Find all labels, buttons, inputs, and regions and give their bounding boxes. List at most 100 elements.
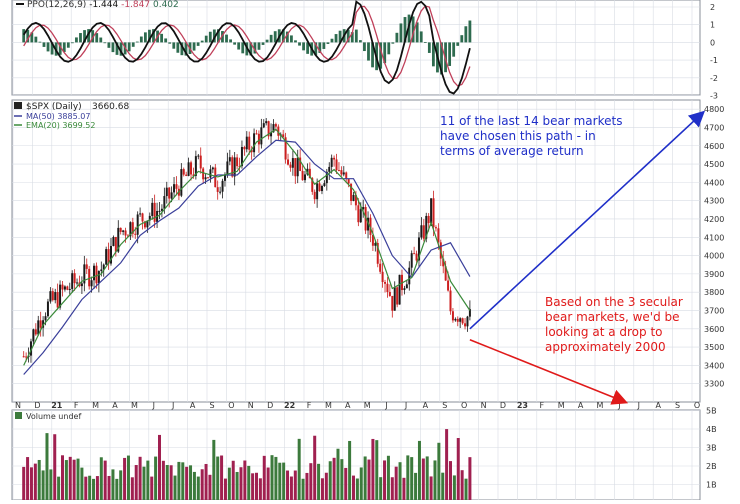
ppo-hist-bar bbox=[338, 30, 342, 43]
volume-bar bbox=[169, 465, 173, 500]
volume-bar bbox=[185, 466, 189, 500]
candle-body bbox=[330, 157, 333, 167]
volume-bar bbox=[270, 455, 274, 500]
bull-projection-arrow bbox=[469, 110, 706, 330]
ppo-hist-bar bbox=[200, 40, 204, 43]
candle-body bbox=[376, 242, 379, 264]
volume-bar bbox=[344, 467, 348, 500]
candle-body bbox=[311, 178, 314, 192]
candle-body bbox=[350, 183, 353, 201]
candle-body bbox=[434, 227, 437, 229]
ppo-hist-bar bbox=[383, 42, 387, 64]
volume-bar bbox=[212, 439, 216, 500]
candle-body bbox=[136, 214, 139, 235]
ppo-hist-bar bbox=[269, 34, 273, 43]
ppo-legend: PPO(12,26,9) -1.444 -1.847 0.402 bbox=[16, 0, 179, 10]
volume-bar bbox=[274, 456, 278, 500]
candle-body bbox=[352, 194, 355, 201]
x-tick-label: A bbox=[578, 401, 584, 410]
volume-bar bbox=[445, 429, 449, 500]
ppo-hist-bar bbox=[217, 29, 220, 43]
ppo-hist-bar bbox=[196, 42, 200, 46]
candle-body bbox=[76, 282, 79, 284]
volume-bar bbox=[107, 475, 111, 500]
candle-body bbox=[160, 208, 163, 211]
ppo-legend-value-2: -1.847 bbox=[121, 0, 150, 10]
ppo-hist-bar bbox=[127, 42, 131, 52]
ppo-hist-bar bbox=[326, 42, 330, 44]
volume-bar bbox=[126, 455, 130, 500]
volume-bar bbox=[255, 472, 258, 500]
volume-bar bbox=[289, 476, 293, 500]
price-y-tick-label: 3300 bbox=[704, 380, 724, 389]
ma50-line bbox=[23, 139, 471, 375]
volume-bar bbox=[154, 456, 158, 500]
price-y-axis: 4800 4700 4600 4500 4400 4300 4200 4100 4000 3900… bbox=[704, 105, 724, 389]
ppo-hist-bar bbox=[379, 42, 383, 69]
ppo-hist-bar bbox=[468, 20, 472, 43]
candle-body bbox=[197, 155, 200, 157]
price-y-tick-label: 3900 bbox=[704, 270, 724, 279]
volume-bar bbox=[367, 459, 371, 500]
ppo-hist-bar bbox=[26, 29, 30, 43]
candle-body bbox=[83, 264, 86, 284]
ppo-hist-bar bbox=[168, 42, 172, 44]
candle-body bbox=[255, 133, 258, 135]
volume-bar bbox=[394, 466, 398, 500]
x-tick-label: F bbox=[74, 401, 79, 410]
x-tick-label: D bbox=[500, 401, 506, 410]
candle-body bbox=[442, 258, 445, 267]
volume-bar bbox=[340, 459, 344, 500]
x-tick-label: J bbox=[404, 401, 407, 410]
candle-body bbox=[51, 291, 54, 301]
ppo-hist-bar bbox=[103, 42, 107, 44]
ppo-hist-bar bbox=[95, 33, 99, 43]
ppo-hist-bar bbox=[66, 42, 70, 48]
candle-body bbox=[313, 191, 316, 200]
volume-bar bbox=[196, 476, 200, 500]
candle-body bbox=[359, 209, 362, 223]
x-tick-label: J bbox=[152, 401, 155, 410]
volume-bar bbox=[386, 455, 390, 500]
volume-bar bbox=[72, 459, 76, 500]
ppo-hist-bar bbox=[160, 33, 164, 43]
x-tick-label: S bbox=[675, 401, 680, 410]
volume-bar bbox=[220, 455, 224, 500]
price-y-tick-label: 3600 bbox=[704, 325, 724, 334]
volume-bar bbox=[64, 460, 68, 500]
volume-bar bbox=[142, 466, 146, 500]
volume-bar bbox=[429, 476, 433, 500]
candle-body bbox=[444, 266, 447, 281]
ppo-y-tick-label: -1 bbox=[710, 56, 718, 65]
candle-body bbox=[337, 170, 340, 172]
svg-text:PPO(12,26,9) -1.444: PPO(12,26,9) -1.444 -1.847 0.402 bbox=[27, 0, 179, 10]
price-panel bbox=[11, 99, 701, 403]
volume-bar bbox=[383, 460, 387, 500]
candle-body bbox=[437, 228, 440, 243]
volume-y-tick-label: 1B bbox=[706, 481, 717, 490]
ppo-hist-bar bbox=[172, 42, 176, 49]
x-tick-label: O bbox=[228, 401, 234, 410]
volume-bar bbox=[352, 475, 355, 500]
candle-body bbox=[131, 222, 134, 234]
volume-bar bbox=[177, 461, 181, 500]
ppo-hist-bar bbox=[363, 42, 366, 52]
ppo-hist-bar bbox=[253, 42, 257, 54]
candle-body bbox=[318, 183, 321, 192]
ppo-hist-bar bbox=[367, 42, 370, 61]
ppo-hist-bar bbox=[440, 42, 443, 75]
candle-body bbox=[274, 124, 277, 127]
ppo-hist-bar bbox=[34, 36, 38, 43]
volume-bar bbox=[456, 438, 460, 500]
candle-body bbox=[245, 136, 248, 150]
volume-bar bbox=[29, 467, 33, 500]
ppo-hist-bar bbox=[350, 32, 354, 43]
candle-body bbox=[447, 280, 450, 291]
volume-bar bbox=[223, 478, 227, 500]
volume-bar bbox=[115, 478, 119, 500]
volume-bar bbox=[282, 462, 286, 500]
candle-body bbox=[393, 287, 396, 311]
volume-bar bbox=[138, 456, 142, 500]
volume-bar bbox=[95, 476, 99, 500]
volume-bar bbox=[425, 456, 429, 500]
